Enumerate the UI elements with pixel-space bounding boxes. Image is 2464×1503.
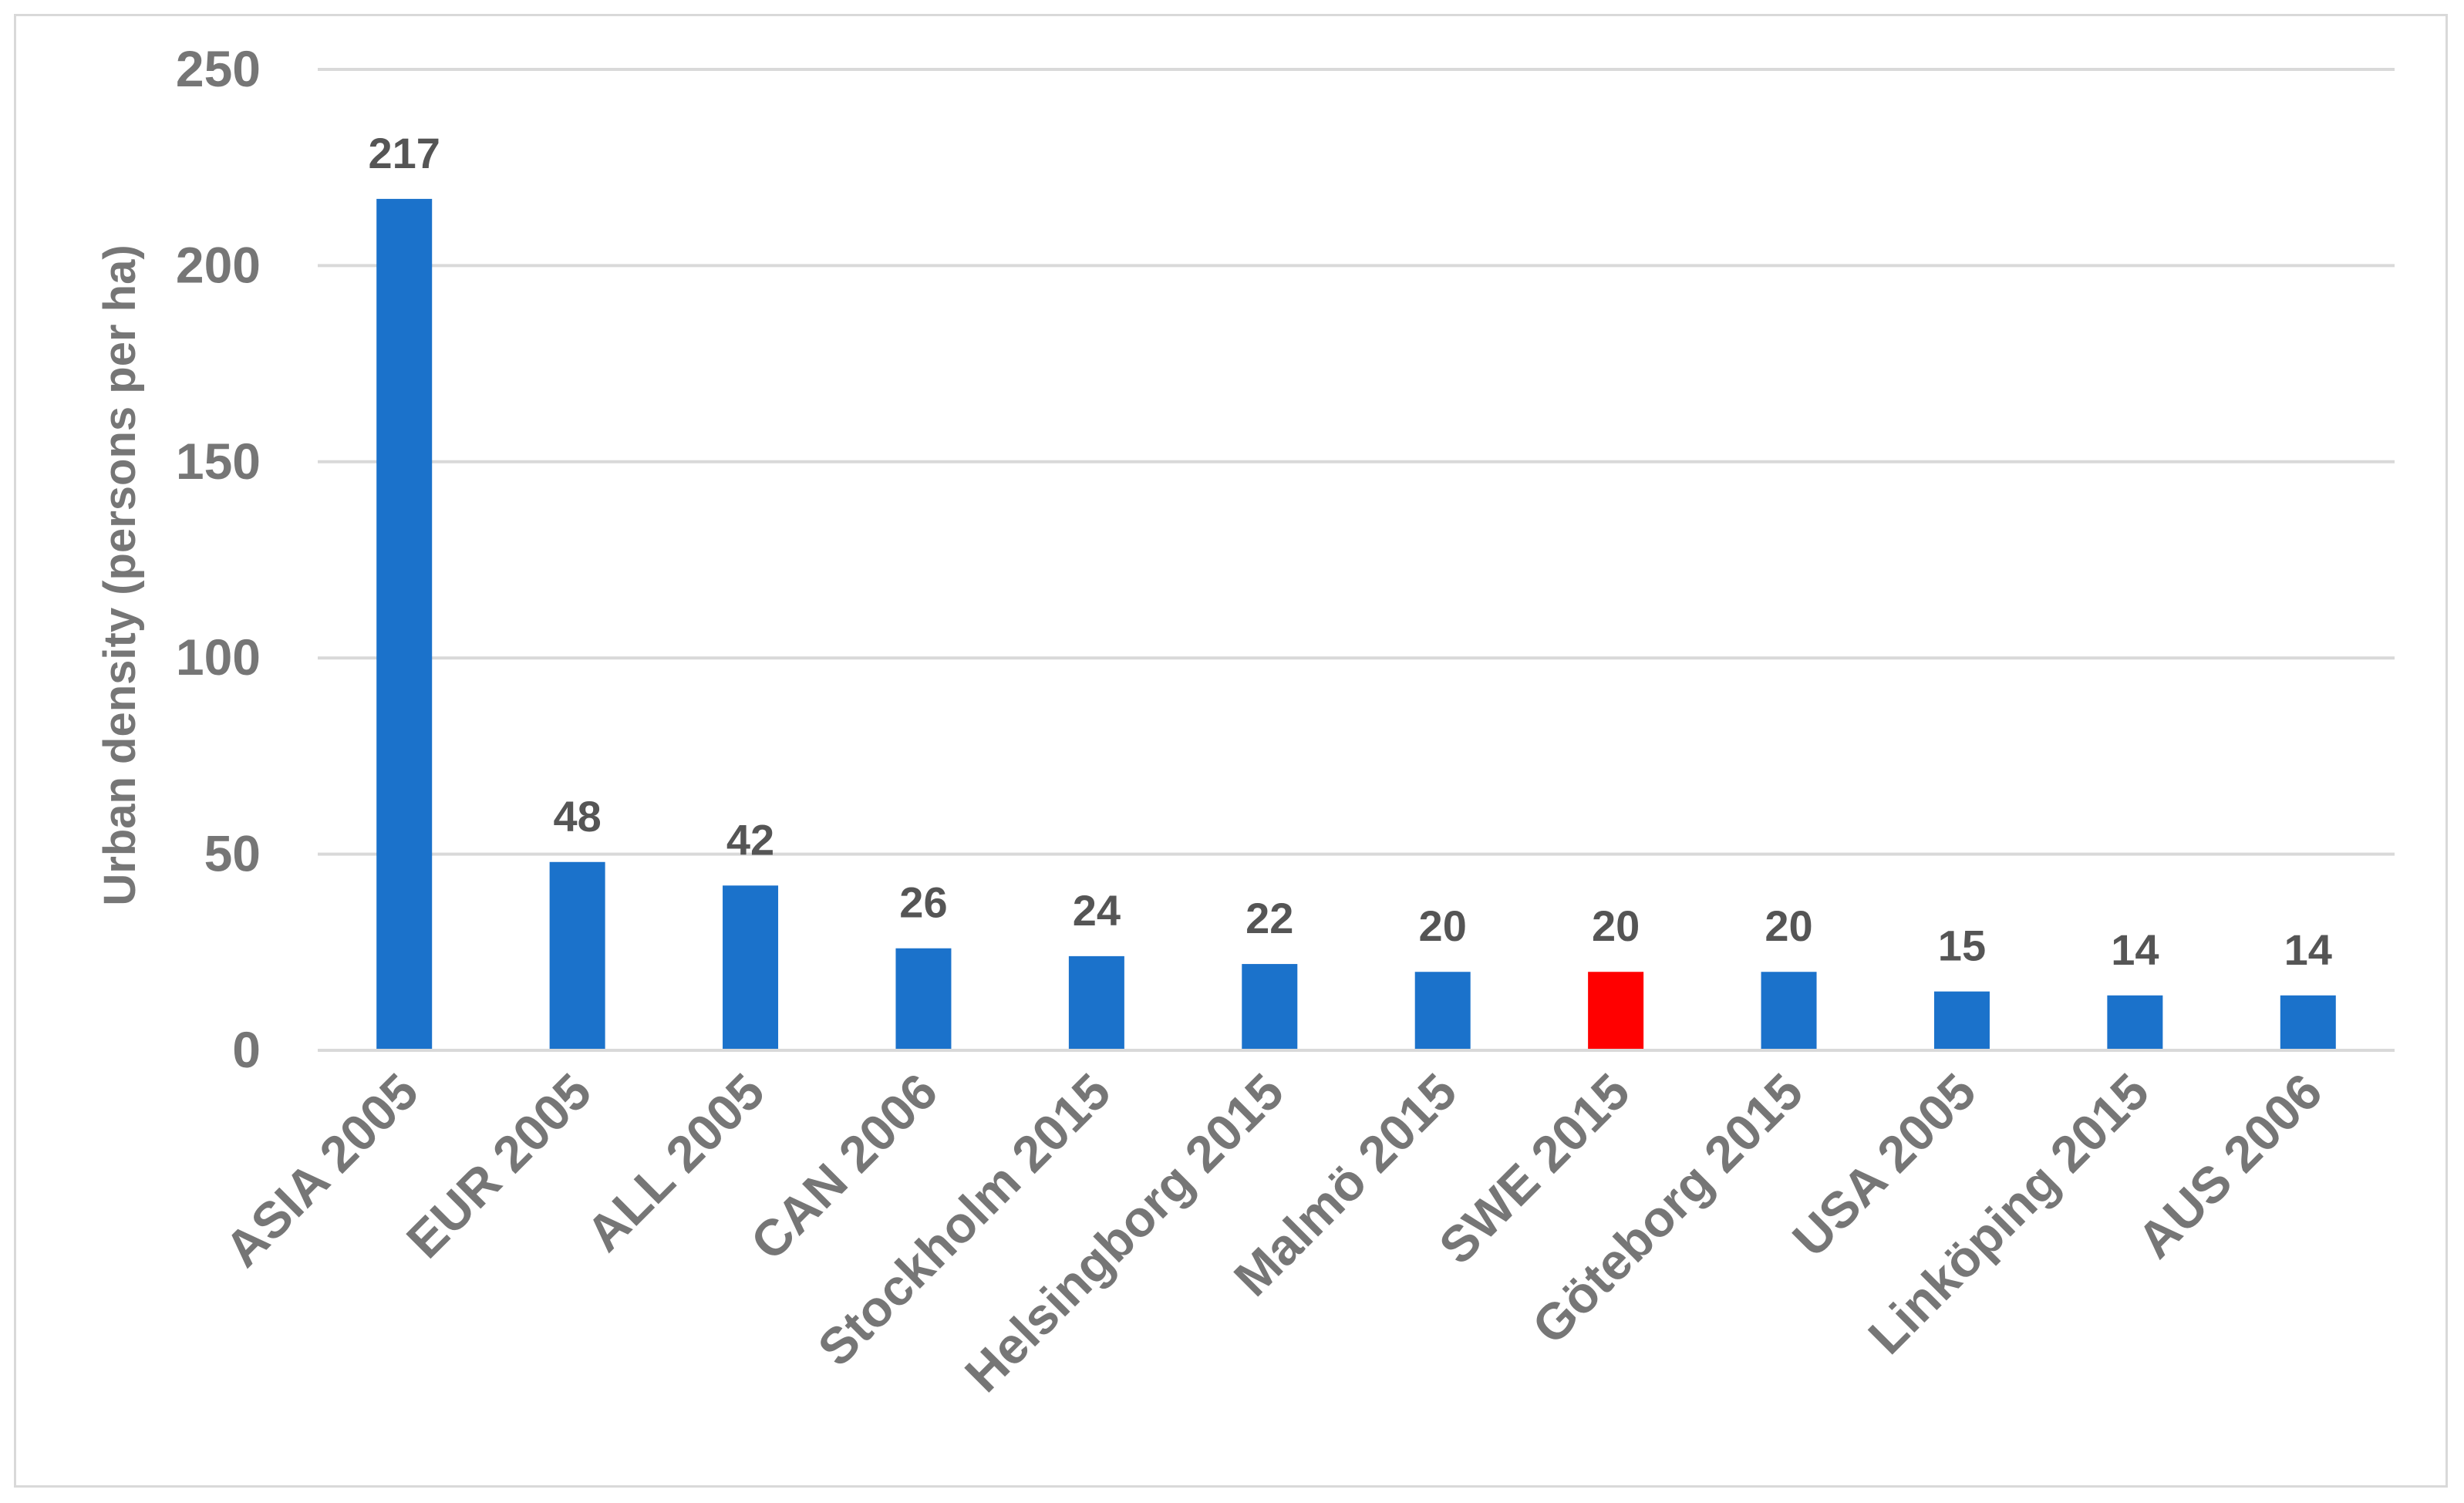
bar [1933, 991, 1990, 1050]
data-label: 14 [2111, 925, 2159, 974]
bar [1414, 972, 1471, 1050]
bar [376, 198, 433, 1050]
data-label: 26 [899, 878, 947, 927]
data-label: 15 [1938, 922, 1986, 970]
bar [2107, 995, 2163, 1050]
bar [1068, 955, 1124, 1050]
bar [723, 885, 779, 1050]
y-tick-label: 50 [204, 825, 261, 882]
data-label: 217 [368, 129, 440, 177]
data-label: 24 [1073, 886, 1121, 935]
x-tick-label: ASIA 2005 [214, 1063, 429, 1278]
data-label: 14 [2284, 925, 2332, 974]
bar [2280, 995, 2336, 1050]
data-label: 20 [1592, 901, 1640, 950]
x-tick-label: EUR 2005 [396, 1063, 602, 1269]
y-tick-label: 100 [176, 628, 261, 686]
x-tick-label: AUS 2006 [2126, 1063, 2333, 1269]
y-axis-ticks: 0 50 100 150 200 250 [176, 40, 261, 1078]
data-label: 22 [1245, 894, 1293, 942]
y-tick-label: 250 [176, 40, 261, 97]
bar [895, 948, 952, 1050]
y-tick-label: 0 [232, 1021, 261, 1078]
y-axis-label: Urban density (persons per ha) [95, 244, 145, 905]
x-tick-label: Stockholm 2015 [807, 1063, 1121, 1377]
y-tick-label: 200 [176, 236, 261, 293]
bar [1588, 972, 1644, 1050]
data-label: 20 [1419, 901, 1467, 950]
gridlines [318, 68, 2395, 856]
x-tick-label: Helsingborg 2015 [954, 1063, 1294, 1403]
data-label: 20 [1765, 901, 1812, 950]
data-labels: 217 48 42 26 24 22 20 20 20 15 14 14 [368, 129, 2331, 974]
y-tick-label: 150 [176, 433, 261, 490]
bar [1761, 972, 1817, 1050]
bar [1242, 964, 1298, 1050]
data-label: 48 [553, 792, 601, 841]
bars [376, 198, 2336, 1050]
bar [549, 861, 605, 1050]
data-label: 42 [726, 815, 774, 864]
